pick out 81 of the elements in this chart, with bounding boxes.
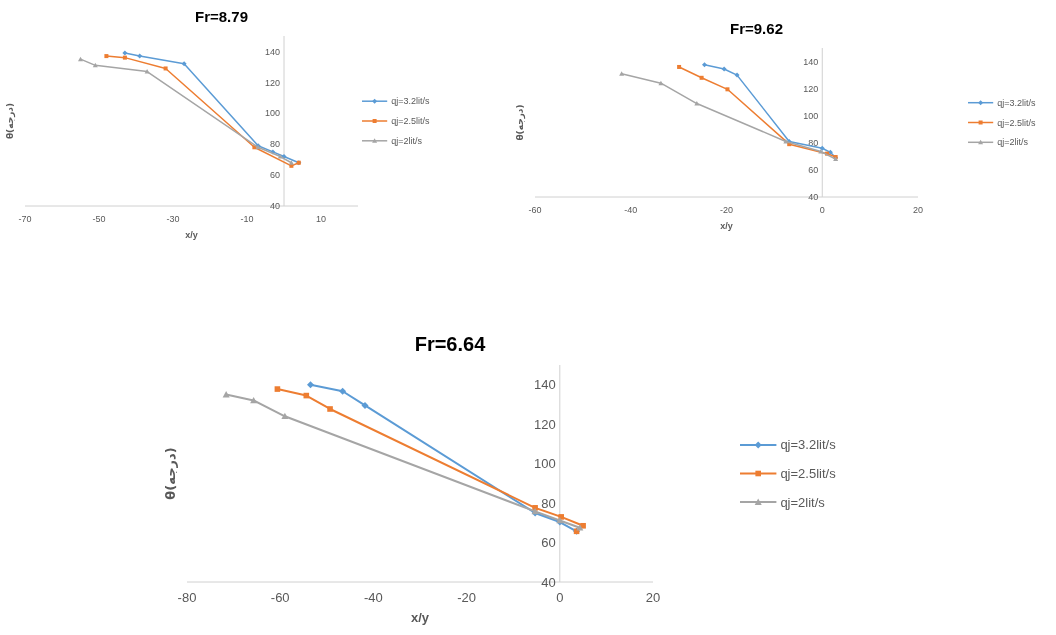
point — [306, 381, 314, 389]
x-tick-label: 20 — [645, 590, 661, 605]
chart-title: Fr=6.64 — [414, 333, 487, 355]
legend-label: qj=2lit/s — [997, 137, 1029, 148]
y-tick-label: 80 — [541, 495, 556, 511]
x-tick-label: 20 — [912, 205, 924, 215]
point — [163, 66, 168, 71]
x-tick-label: 0 — [819, 205, 825, 215]
point — [250, 397, 258, 404]
point — [144, 69, 150, 74]
y-axis-title: θ(درجه) — [5, 102, 16, 140]
point — [92, 62, 98, 68]
legend-label: qj=2lit/s — [391, 135, 423, 146]
point — [725, 87, 730, 92]
point — [181, 61, 187, 67]
point — [819, 145, 825, 151]
x-tick-label: -20 — [719, 205, 734, 215]
legend-label: qj=2lit/s — [780, 494, 826, 510]
point — [694, 101, 700, 106]
point — [137, 53, 143, 59]
x-tick-label: -60 — [528, 205, 542, 215]
x-tick-label: -80 — [177, 590, 197, 605]
chart-title: Fr=8.79 — [195, 8, 248, 25]
y-tick-label: 120 — [534, 416, 556, 432]
y-axis-title: θ(درجه) — [515, 104, 526, 141]
y-tick-label: 120 — [803, 83, 819, 94]
x-tick-label: -20 — [457, 590, 476, 605]
legend-label: qj=3.2lit/s — [391, 96, 430, 107]
y-tick-label: 140 — [803, 56, 819, 67]
legend-label: qj=2.5lit/s — [391, 116, 430, 127]
point — [576, 524, 584, 531]
y-tick-label: 80 — [269, 139, 280, 150]
point — [619, 71, 625, 76]
point — [122, 50, 128, 56]
y-tick-label: 100 — [534, 456, 556, 472]
y-tick-label: 80 — [808, 137, 819, 148]
legend-label: qj=2.5lit/s — [780, 466, 837, 482]
point — [658, 80, 664, 86]
y-tick-label: 40 — [541, 574, 556, 590]
point — [104, 54, 109, 59]
y-tick-label: 60 — [541, 535, 556, 551]
x-axis-title: x/y — [720, 221, 733, 231]
y-tick-label: 60 — [269, 170, 280, 181]
x-axis-title: x/y — [185, 230, 198, 240]
y-tick-label: 40 — [808, 192, 819, 203]
y-tick-label: 140 — [534, 377, 556, 393]
x-tick-label: -30 — [166, 214, 180, 224]
y-tick-label: 40 — [269, 201, 280, 212]
legend-label: qj=2.5lit/s — [997, 117, 1036, 128]
point — [721, 66, 727, 72]
y-tick-label: 100 — [803, 110, 819, 121]
x-tick-label: 0 — [556, 590, 564, 605]
point — [277, 154, 283, 159]
point — [281, 412, 289, 420]
point — [677, 64, 682, 69]
y-tick-label: 120 — [264, 77, 280, 88]
point — [699, 75, 704, 80]
legend-label: qj=3.2lit/s — [997, 97, 1036, 108]
point — [327, 406, 333, 412]
x-tick-label: 10 — [315, 214, 327, 224]
point — [701, 62, 707, 68]
legend-label: qj=3.2lit/s — [780, 437, 837, 453]
point — [361, 401, 369, 409]
x-axis-title: x/y — [410, 610, 430, 625]
x-tick-label: -40 — [364, 590, 383, 605]
chart-title: Fr=9.62 — [730, 20, 783, 37]
x-tick-label: -50 — [92, 214, 106, 224]
x-tick-label: -70 — [18, 214, 32, 224]
y-axis-title: θ(درجه) — [163, 447, 178, 500]
point — [78, 56, 83, 62]
point — [339, 387, 347, 395]
point — [734, 72, 740, 78]
point — [303, 392, 310, 399]
x-tick-label: -40 — [624, 205, 638, 215]
x-tick-label: -60 — [270, 590, 290, 605]
y-tick-label: 140 — [264, 46, 280, 57]
point — [274, 386, 281, 392]
point — [122, 55, 127, 60]
x-tick-label: -10 — [240, 214, 254, 224]
y-tick-label: 100 — [264, 108, 280, 119]
y-tick-label: 60 — [808, 165, 819, 176]
